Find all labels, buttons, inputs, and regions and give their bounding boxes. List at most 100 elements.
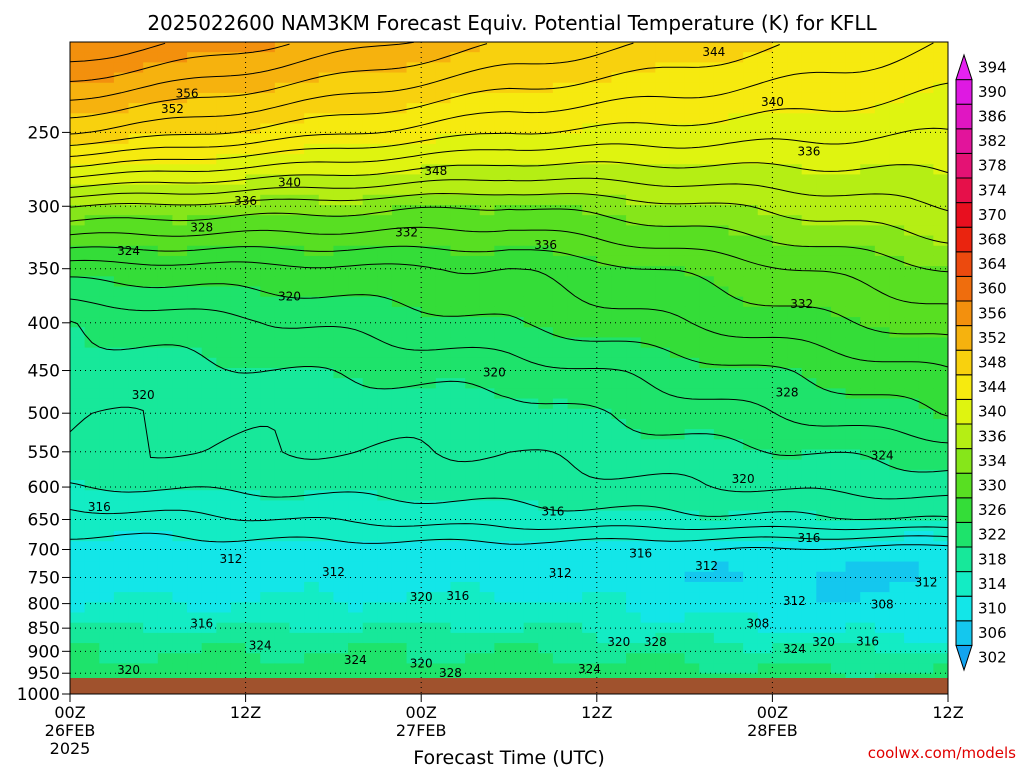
contour-line [70,177,948,212]
colorbar-label: 314 [978,575,1007,593]
x-tick-label: 00Z [54,703,85,722]
contour-label: 320 [483,365,506,379]
contour-label: 316 [190,616,213,630]
colorbar-swatch [955,300,973,327]
colorbar-label: 322 [978,526,1007,544]
colorbar-label: 334 [978,452,1007,470]
contour-line [70,127,948,179]
y-tick-label: 550 [28,443,60,463]
watermark: coolwx.com/models [868,744,1016,762]
colorbar-label: 394 [978,58,1007,76]
contour-line [70,192,948,244]
colorbar-label: 344 [978,378,1007,396]
colorbar-swatch [955,398,973,425]
colorbar-swatch [955,226,973,253]
contour-label: 332 [790,297,813,311]
colorbar-swatch [955,177,973,204]
contour-line [70,44,780,146]
contour-line [70,298,948,444]
contour-label: 320 [410,590,433,604]
colorbar-label: 306 [978,624,1007,642]
y-tick-label: 450 [28,362,60,382]
y-tick-label: 250 [28,123,60,143]
contour-line [70,276,948,417]
contour-label: 336 [798,144,821,158]
colorbar-label: 336 [978,427,1007,445]
contour-label: 324 [117,244,140,258]
x-tick-label: 12Z [230,703,261,722]
y-tick-label: 350 [28,260,60,280]
colorbar-swatch [955,423,973,450]
colorbar-swatch [955,472,973,499]
contour-label: 312 [695,559,718,573]
contour-label: 312 [322,565,345,579]
y-tick-label: 650 [28,510,60,530]
contour-label: 336 [234,194,257,208]
colorbar-label: 348 [978,354,1007,372]
contour-line [70,226,948,305]
x-tick-label: 12Z [932,703,963,722]
colorbar-swatch [955,128,973,154]
colorbar-swatch [955,325,973,351]
contour-line [70,320,948,473]
y-tick-label: 1000 [17,685,60,705]
colorbar-label: 390 [978,83,1007,101]
x-tick-label: 27FEB [396,721,447,740]
contour-label: 352 [161,102,184,116]
colorbar-label: 318 [978,550,1007,568]
contour-label: 308 [746,616,769,630]
contour-line [70,43,290,82]
x-axis-label: Forecast Time (UTC) [413,747,604,768]
contour-line [70,259,948,368]
plot-frame [69,41,949,695]
contour-label: 320 [410,656,433,670]
y-tick-label: 600 [28,478,60,498]
contour-label: 320 [117,663,140,677]
contour-line [70,43,488,119]
colorbar-swatch [955,448,973,474]
contour-lines [70,42,948,551]
y-axis: 250 300 350 400 450 500 550 600 650 700 750 800 850 9… [17,123,70,705]
grid-lines [70,42,948,694]
y-tick-label: 700 [28,541,60,561]
contour-label: 316 [446,589,469,603]
colorbar-label: 370 [978,206,1007,224]
contour-label: 324 [871,448,894,462]
colorbar-label: 386 [978,108,1007,126]
colorbar-swatch [955,251,973,277]
contour-label: 324 [783,642,806,656]
colorbar-swatch [955,202,973,228]
contour-label: 312 [915,575,938,589]
colorbar-swatch [955,275,973,302]
ground-bar [70,678,948,694]
x-tick-label: 00Z [406,703,437,722]
contour-label: 328 [190,220,213,234]
colorbar-swatch [955,644,973,672]
colorbar: 302 306 310 314 318 322 326 330 334 336 340 344 348 3… [955,53,1007,672]
colorbar-label: 364 [978,255,1007,273]
contour-label: 344 [702,45,725,59]
colorbar-label: 310 [978,600,1007,618]
colorbar-label: 326 [978,501,1007,519]
contour-line [70,42,166,63]
contour-line [70,42,934,157]
y-tick-label: 900 [28,642,60,662]
contour-label: 332 [395,225,418,239]
contour-line [70,482,948,520]
y-tick-label: 850 [28,619,60,639]
contour-labels: 344 340 336 356 352 348 340 336 328 324 332 336 332 3… [88,45,938,680]
contour-line [70,82,948,168]
y-tick-label: 500 [28,404,60,424]
colorbar-swatch [955,53,973,81]
contour-label: 324 [344,653,367,667]
y-tick-label: 950 [28,664,60,684]
contour-label: 316 [629,547,652,561]
colorbar-label: 340 [978,403,1007,421]
contour-label: 316 [88,500,111,514]
contour-line [70,245,948,336]
contour-label: 312 [549,566,572,580]
contour-label: 316 [798,531,821,545]
colorbar-label: 302 [978,649,1007,667]
